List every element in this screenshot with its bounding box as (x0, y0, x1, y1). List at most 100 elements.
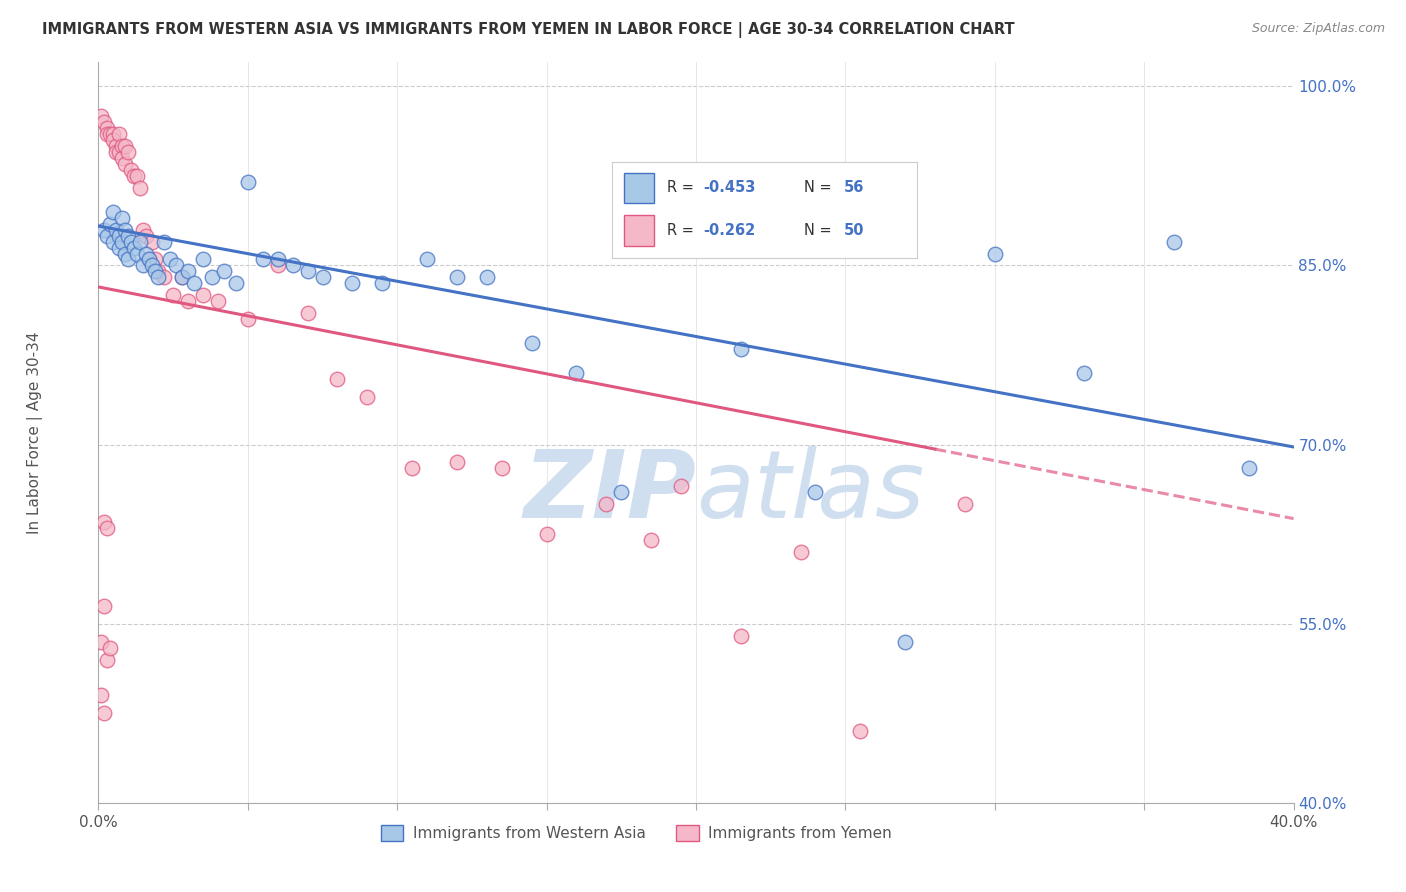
Point (108, 228, 131, 243)
Point (984, 246, 1007, 260)
Point (236, 312, 259, 326)
Point (114, 139, 136, 153)
Point (96, 652, 118, 666)
Point (730, 342, 752, 356)
Point (111, 151, 134, 165)
Point (93, 706, 115, 721)
Point (297, 306, 319, 320)
Point (342, 277, 364, 291)
Point (124, 240, 146, 254)
Point (849, 724, 872, 739)
Text: IMMIGRANTS FROM WESTERN ASIA VS IMMIGRANTS FROM YEMEN IN LABOR FORCE | AGE 30-34: IMMIGRANTS FROM WESTERN ASIA VS IMMIGRAN… (42, 22, 1015, 38)
Point (183, 277, 205, 291)
FancyBboxPatch shape (624, 215, 654, 245)
Point (356, 390, 378, 404)
Point (98, 640, 122, 655)
Point (177, 294, 200, 309)
Text: 56: 56 (844, 180, 863, 195)
Point (669, 240, 692, 254)
Point (172, 270, 194, 285)
Point (141, 259, 163, 273)
Point (153, 235, 176, 249)
Point (105, 145, 128, 159)
Point (143, 264, 166, 278)
Text: -0.453: -0.453 (703, 180, 755, 195)
Point (252, 252, 274, 267)
Point (120, 235, 142, 249)
Point (96, 521, 118, 535)
Point (640, 533, 662, 547)
Point (267, 252, 290, 267)
Point (143, 252, 166, 267)
Point (111, 139, 134, 153)
Point (789, 545, 811, 559)
Point (1073, 366, 1095, 380)
Point (165, 259, 187, 273)
Point (669, 479, 692, 493)
Point (135, 246, 157, 260)
Point (148, 264, 170, 278)
Point (129, 181, 152, 195)
Point (90, 109, 112, 123)
Point (90, 689, 112, 703)
Point (93, 599, 115, 613)
Point (326, 372, 349, 386)
Point (159, 252, 181, 267)
Point (225, 277, 247, 291)
Point (416, 252, 439, 267)
Point (117, 145, 139, 159)
Point (401, 461, 423, 475)
Point (108, 240, 131, 254)
Point (127, 246, 149, 260)
Point (108, 127, 131, 141)
Point (153, 270, 176, 285)
Point (371, 277, 394, 291)
Point (93, 115, 115, 129)
Point (90, 634, 112, 648)
Point (103, 127, 125, 141)
Point (132, 222, 155, 236)
Point (610, 485, 633, 500)
Point (127, 169, 149, 183)
Point (177, 264, 200, 278)
Point (536, 527, 558, 541)
Point (98, 127, 122, 141)
Point (281, 259, 304, 273)
Point (297, 264, 319, 278)
Point (138, 252, 160, 267)
Point (520, 336, 543, 351)
Point (207, 294, 229, 309)
Point (105, 139, 128, 153)
Point (236, 175, 259, 189)
Point (894, 634, 917, 648)
Legend: Immigrants from Western Asia, Immigrants from Yemen: Immigrants from Western Asia, Immigrants… (374, 819, 898, 847)
Point (1237, 461, 1260, 475)
Text: R =: R = (666, 223, 697, 238)
Point (141, 235, 163, 249)
Text: -0.262: -0.262 (703, 223, 755, 238)
Point (475, 270, 498, 285)
Point (105, 222, 128, 236)
FancyBboxPatch shape (624, 172, 654, 203)
Point (103, 204, 125, 219)
Point (311, 270, 333, 285)
Point (212, 264, 235, 278)
Point (96, 121, 118, 136)
Point (111, 211, 134, 225)
Point (953, 497, 976, 511)
Point (103, 133, 125, 147)
Text: Source: ZipAtlas.com: Source: ZipAtlas.com (1251, 22, 1385, 36)
Point (96, 228, 118, 243)
Text: N =: N = (804, 223, 837, 238)
Text: ZIP: ZIP (523, 446, 696, 538)
Point (804, 485, 827, 500)
Point (117, 228, 139, 243)
Point (93, 515, 115, 529)
Point (172, 270, 194, 285)
Text: atlas: atlas (696, 446, 924, 537)
Point (132, 259, 155, 273)
Point (98, 217, 122, 231)
Point (96, 127, 118, 141)
Point (162, 288, 184, 302)
Point (491, 461, 513, 475)
